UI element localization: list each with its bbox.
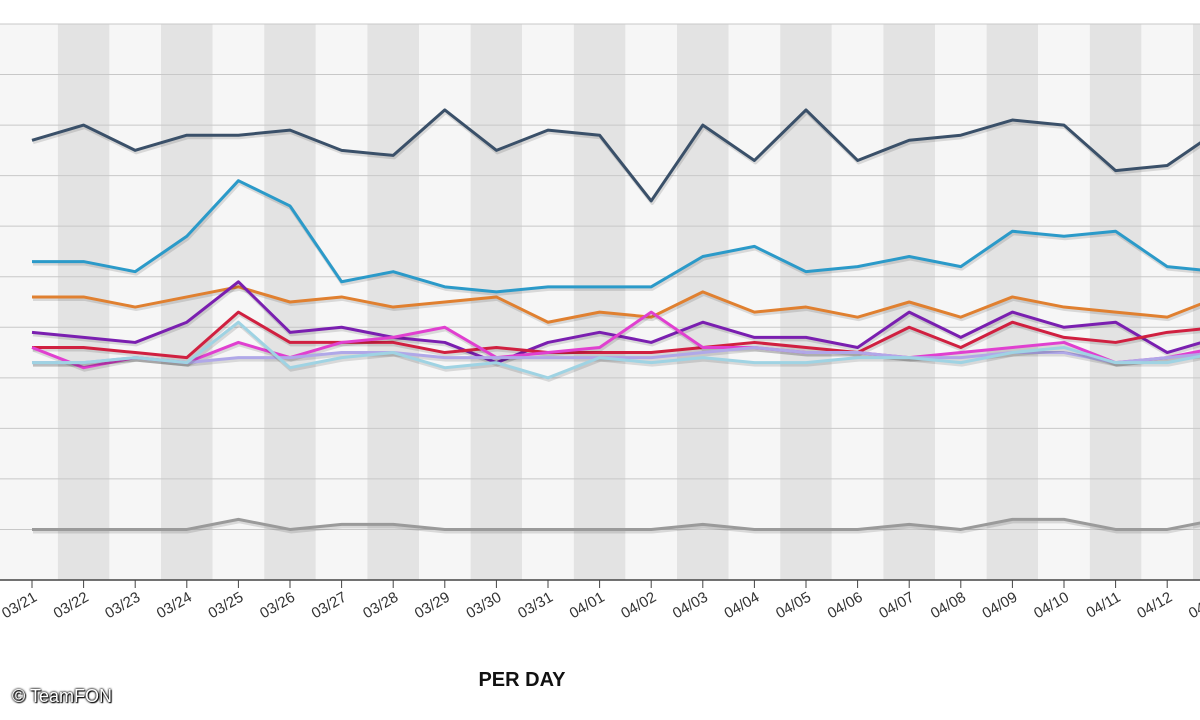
series-line-shadow	[33, 322, 1200, 382]
copyright-watermark: © TeamFON	[12, 686, 112, 706]
background-band	[212, 24, 265, 580]
x-tick-label: 03/21	[0, 589, 40, 622]
background-band	[935, 24, 987, 580]
x-tick-label: 03/30	[463, 589, 504, 622]
x-axis-label: PER DAY	[478, 669, 566, 691]
background-band	[315, 24, 368, 580]
series-line-shadow	[33, 286, 1200, 327]
background-band	[1193, 24, 1200, 580]
x-tick-label: 04/06	[825, 589, 866, 622]
x-tick-label: 04/04	[721, 589, 762, 622]
background-band	[780, 24, 832, 580]
x-tick-label: 04/11	[1084, 589, 1124, 622]
chart-background-bands	[0, 24, 1200, 580]
background-band	[367, 24, 419, 580]
x-tick-label: 03/22	[51, 589, 92, 622]
x-axis	[0, 579, 1200, 588]
series-line-series-5	[32, 310, 1200, 360]
background-band	[573, 24, 626, 580]
x-tick-label: 04/08	[928, 589, 969, 622]
background-band	[831, 24, 884, 580]
background-band	[728, 24, 781, 580]
chart-series	[31, 108, 1200, 534]
x-tick-label: 03/23	[102, 589, 143, 622]
x-tick-label: 04/03	[670, 589, 711, 622]
background-band	[57, 24, 110, 580]
series-line-series-4	[31, 280, 1200, 365]
x-tick-label: 04/10	[1031, 589, 1072, 622]
background-band	[986, 24, 1039, 580]
background-band	[625, 24, 677, 580]
x-tick-label: 03/27	[309, 589, 350, 622]
x-tick-label: 04/01	[567, 589, 608, 622]
background-band	[677, 24, 729, 580]
series-line-shadow	[33, 312, 1200, 362]
x-tick-label: 03/31	[515, 589, 556, 622]
background-band	[522, 24, 574, 580]
x-tick-label: 04/13	[1186, 589, 1200, 622]
series-line-series-2	[32, 179, 1200, 294]
background-band	[0, 24, 58, 580]
background-band	[161, 24, 213, 580]
background-band	[1089, 24, 1142, 580]
x-tick-label: 03/24	[154, 589, 195, 622]
x-tick-label: 04/12	[1134, 589, 1175, 622]
x-tick-label: 03/26	[257, 589, 298, 622]
x-tick-label: 04/09	[979, 589, 1020, 622]
x-tick-label: 04/02	[618, 589, 659, 622]
x-tick-label: 04/05	[773, 589, 814, 622]
background-band	[109, 24, 161, 580]
background-band	[1141, 24, 1193, 580]
series-line-shadow	[33, 519, 1200, 534]
series-line-series-1	[31, 108, 1200, 203]
x-tick-label: 03/29	[412, 589, 453, 622]
background-band	[1038, 24, 1090, 580]
series-line-shadow	[33, 180, 1200, 296]
background-band	[470, 24, 523, 580]
series-line-series-6	[31, 310, 1200, 370]
x-tick-label: 03/25	[205, 589, 246, 622]
x-tick-label: 04/07	[876, 589, 917, 622]
series-line-shadow	[32, 312, 1200, 372]
series-line-series-8	[32, 320, 1200, 380]
series-line-series-9	[32, 517, 1200, 531]
x-tick-label: 03/28	[360, 589, 401, 622]
series-line-shadow	[32, 281, 1200, 367]
x-tick-labels: 03/21 03/22 03/23 03/24 03/25 03/26 03/27 03/28…	[0, 589, 1200, 622]
